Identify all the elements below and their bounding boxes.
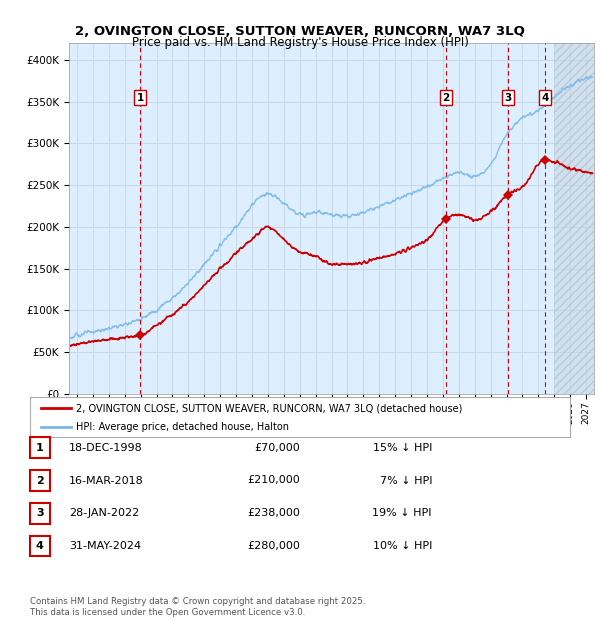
Text: 16-MAR-2018: 16-MAR-2018 (69, 476, 144, 485)
Text: 1: 1 (36, 443, 44, 453)
Text: £70,000: £70,000 (254, 443, 300, 453)
Text: 2, OVINGTON CLOSE, SUTTON WEAVER, RUNCORN, WA7 3LQ: 2, OVINGTON CLOSE, SUTTON WEAVER, RUNCOR… (75, 25, 525, 38)
Text: 2, OVINGTON CLOSE, SUTTON WEAVER, RUNCORN, WA7 3LQ (detached house): 2, OVINGTON CLOSE, SUTTON WEAVER, RUNCOR… (76, 403, 462, 413)
Text: 10% ↓ HPI: 10% ↓ HPI (373, 541, 432, 551)
Text: 19% ↓ HPI: 19% ↓ HPI (373, 508, 432, 518)
Text: 3: 3 (504, 92, 511, 103)
Text: 15% ↓ HPI: 15% ↓ HPI (373, 443, 432, 453)
Text: £238,000: £238,000 (247, 508, 300, 518)
Text: 2: 2 (443, 92, 450, 103)
Text: £280,000: £280,000 (247, 541, 300, 551)
Text: Contains HM Land Registry data © Crown copyright and database right 2025.
This d: Contains HM Land Registry data © Crown c… (30, 598, 365, 617)
Text: £210,000: £210,000 (247, 476, 300, 485)
Text: 3: 3 (36, 508, 44, 518)
Text: 31-MAY-2024: 31-MAY-2024 (69, 541, 141, 551)
Text: Price paid vs. HM Land Registry's House Price Index (HPI): Price paid vs. HM Land Registry's House … (131, 36, 469, 49)
Text: 2: 2 (36, 476, 44, 485)
Text: 18-DEC-1998: 18-DEC-1998 (69, 443, 143, 453)
Text: 1: 1 (136, 92, 144, 103)
Text: HPI: Average price, detached house, Halton: HPI: Average price, detached house, Halt… (76, 422, 289, 432)
Text: 7% ↓ HPI: 7% ↓ HPI (380, 476, 432, 485)
Text: 4: 4 (541, 92, 548, 103)
Text: 4: 4 (36, 541, 44, 551)
Text: 28-JAN-2022: 28-JAN-2022 (69, 508, 139, 518)
Bar (554, 43, 594, 394)
